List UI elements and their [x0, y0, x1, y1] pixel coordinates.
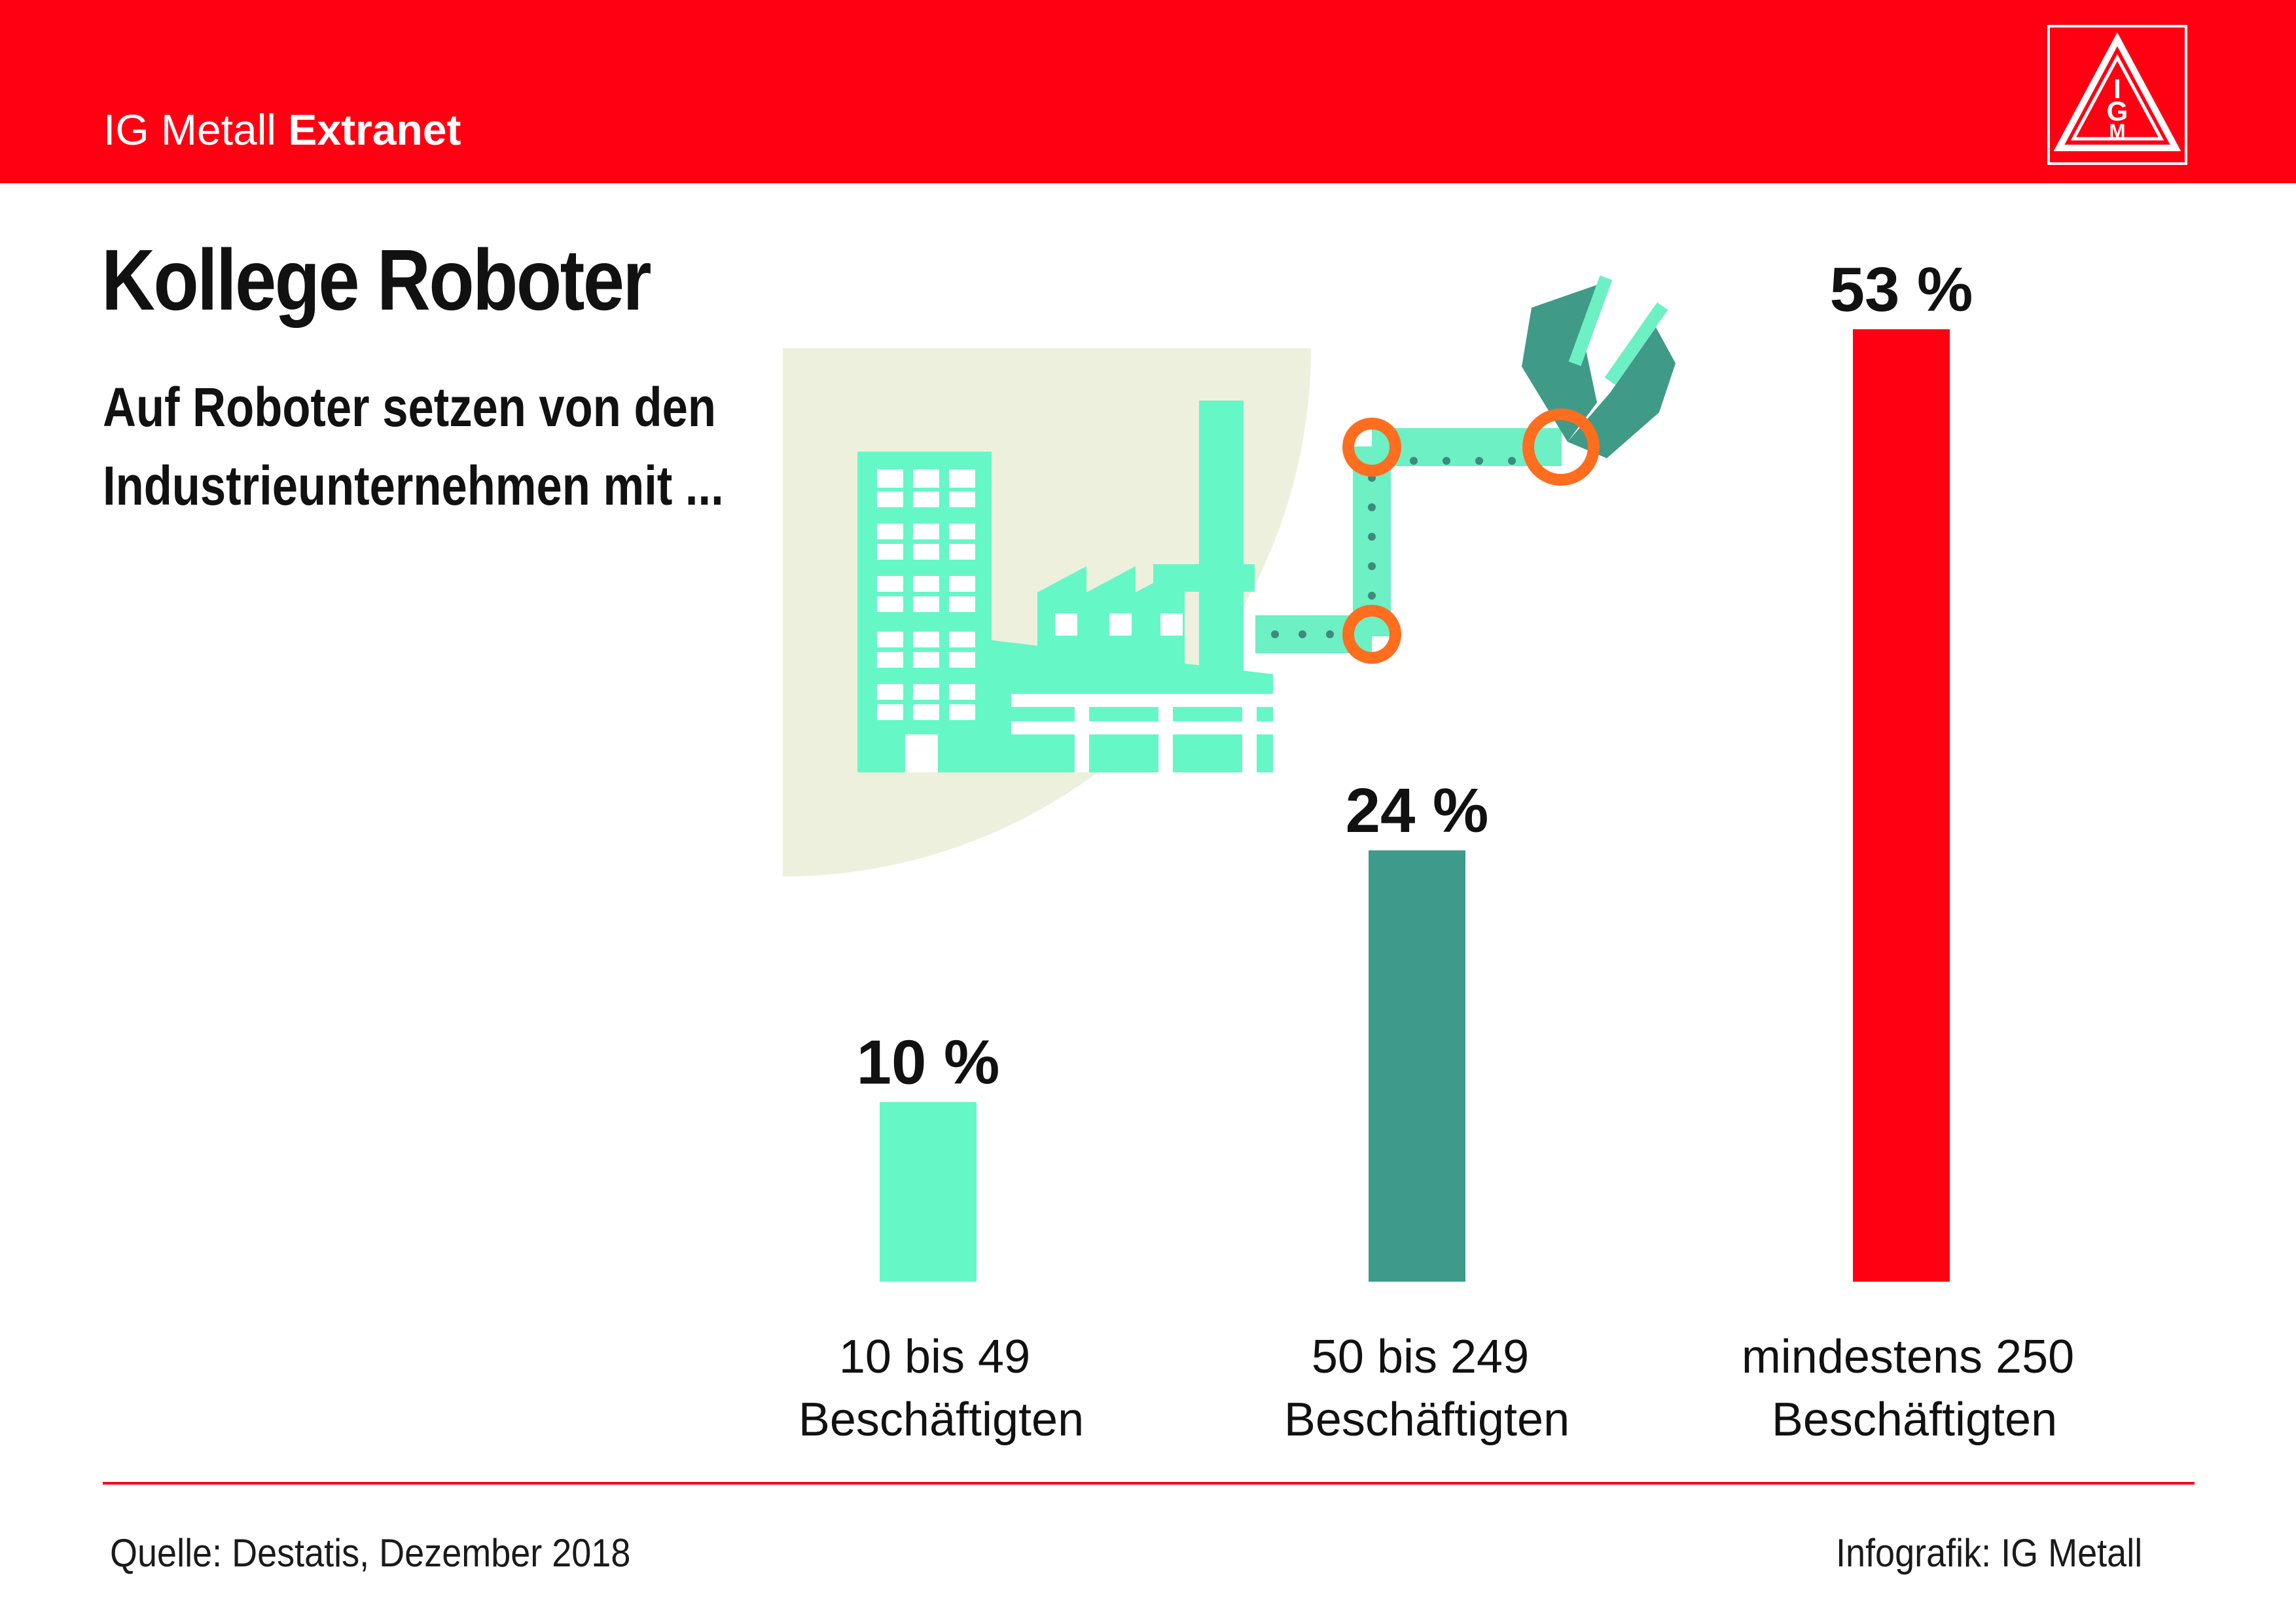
credit-note: Infografik: IG Metall [1835, 1531, 2142, 1575]
ig-metall-logo-icon: I G M [2047, 25, 2187, 165]
bar-1 [880, 1102, 977, 1282]
value-label-1: 10 % [857, 1027, 1000, 1097]
logo-letter-g: G [2107, 96, 2128, 126]
brand-name: IG Metall Extranet [103, 105, 461, 154]
value-label-2: 24 % [1346, 776, 1489, 846]
value-label-3: 53 % [1830, 255, 1973, 325]
category-label-1-line-1: 10 bis 49 [839, 1331, 1030, 1383]
bar-2 [1369, 850, 1465, 1282]
category-label-3-line-1: mindestens 250 [1742, 1331, 2074, 1383]
category-label-3-line-2: Beschäftigten [1772, 1394, 2057, 1446]
logo-letter-i: I [2113, 73, 2121, 104]
chart-title: Kollege Roboter [101, 232, 652, 328]
brand-regular: IG Metall [103, 105, 277, 154]
source-note: Quelle: Destatis, Dezember 2018 [110, 1531, 631, 1575]
bar-3 [1853, 329, 1950, 1282]
category-label-2-line-2: Beschäftigten [1284, 1394, 1570, 1446]
brand-bold: Extranet [288, 105, 461, 154]
header-bar: IG Metall Extranet I G M [0, 0, 2296, 183]
factory-windows [877, 469, 1273, 772]
category-label-1-line-2: Beschäftigten [798, 1394, 1084, 1446]
robot-arm-icon [1255, 275, 1676, 664]
category-label-2-line-1: 50 bis 249 [1312, 1331, 1529, 1383]
logo-letter-m: M [2109, 120, 2126, 142]
footer-divider [103, 1482, 2195, 1485]
chart-subtitle: Auf Roboter setzen von den Industrieunte… [103, 376, 724, 516]
